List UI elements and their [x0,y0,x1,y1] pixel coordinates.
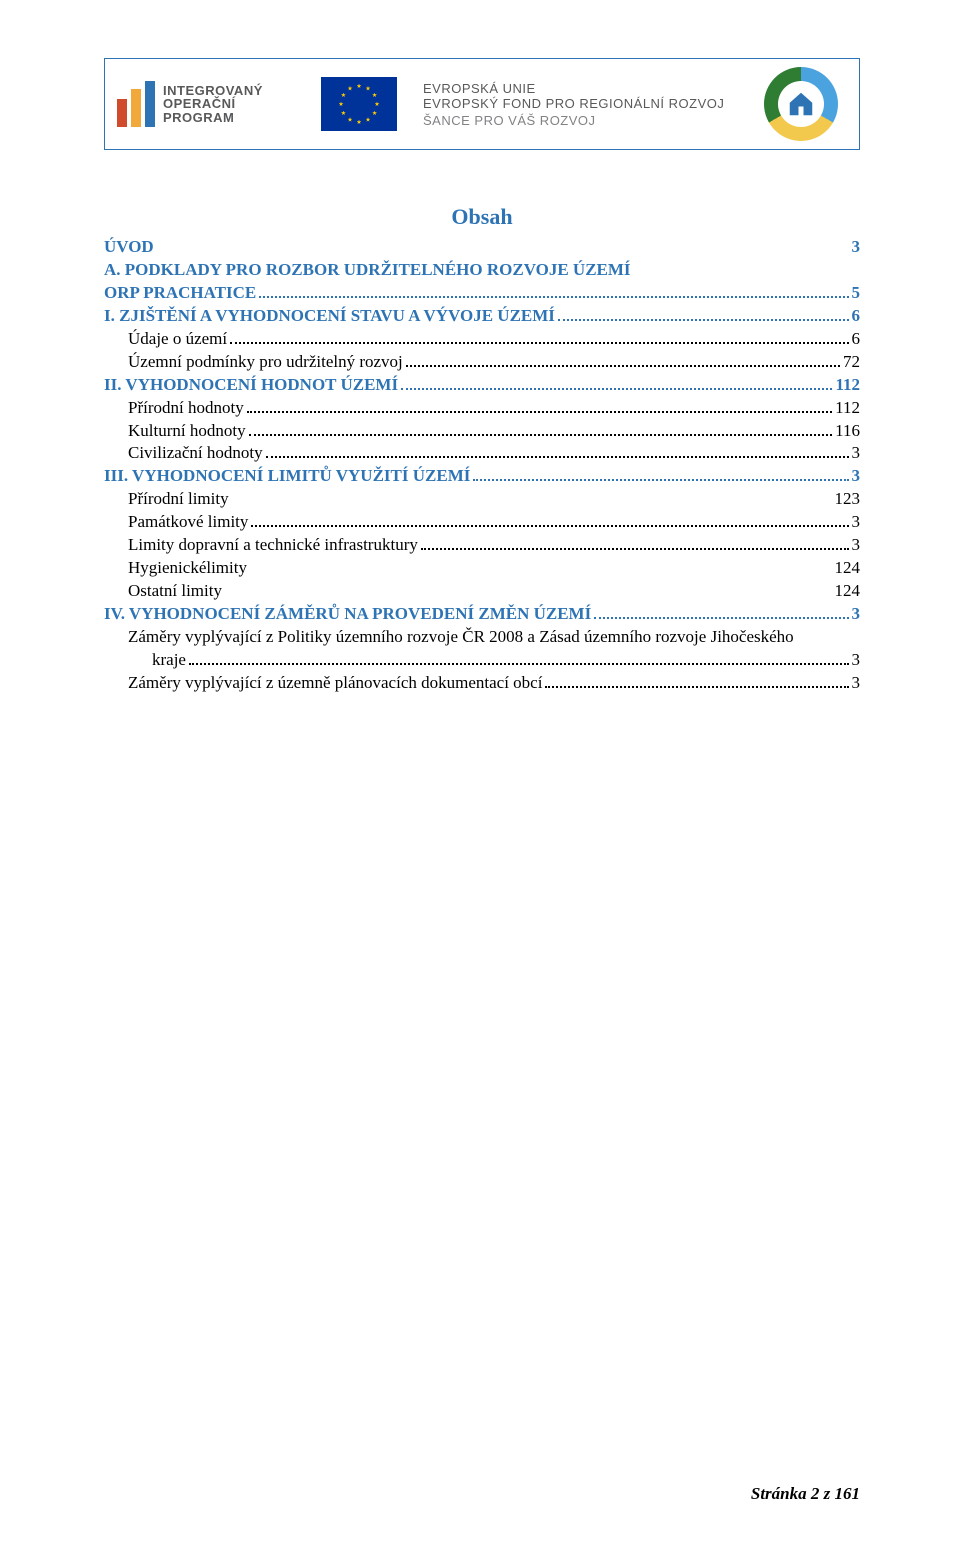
toc-leader-dots [189,663,849,665]
toc-label: I. ZJIŠTĚNÍ A VYHODNOCENÍ STAVU A VÝVOJE… [104,305,555,328]
toc-page-number: 112 [835,374,860,397]
eu-text-line1: EVROPSKÁ UNIE [423,81,536,96]
toc-page-number: 3 [852,511,861,534]
table-of-contents: ÚVOD3A. PODKLADY PRO ROZBOR UDRŽITELNÉHO… [104,236,860,695]
iop-logo: INTEGROVANÝ OPERAČNÍ PROGRAM [105,59,305,149]
toc-label: Záměry vyplývající z územně plánovacích … [128,672,542,695]
toc-leader-dots [259,296,848,298]
toc-row: I. ZJIŠTĚNÍ A VYHODNOCENÍ STAVU A VÝVOJE… [104,305,860,328]
iop-line2: OPERAČNÍ [163,97,263,111]
toc-row: III. VYHODNOCENÍ LIMITŮ VYUŽITÍ ÚZEMÍ 3 [104,465,860,488]
toc-page-number: 6 [852,328,861,351]
iop-line1: INTEGROVANÝ [163,84,263,98]
toc-page-number: 72 [843,351,860,374]
toc-row: Záměry vyplývající z Politiky územního r… [104,626,860,672]
toc-row: II. VYHODNOCENÍ HODNOT ÚZEMÍ 112 [104,374,860,397]
toc-leader-dots [473,479,848,481]
toc-row: Územní podmínky pro udržitelný rozvoj 72 [104,351,860,374]
toc-row: IV. VYHODNOCENÍ ZÁMĚRŮ NA PROVEDENÍ ZMĚN… [104,603,860,626]
footer-prefix: Stránka [751,1484,811,1503]
eu-flag-cell [305,59,413,149]
toc-page-number: 6 [852,305,861,328]
header-banner: INTEGROVANÝ OPERAČNÍ PROGRAM EVROPSKÁ UN… [104,58,860,150]
toc-leader-dots [558,319,849,321]
toc-page-number: 5 [852,282,861,305]
toc-leader-dots [266,456,849,458]
toc-row: Limity dopravní a technické infrastruktu… [104,534,860,557]
toc-label: Ostatní limity [128,580,222,603]
toc-row: Přírodní hodnoty 112 [104,397,860,420]
toc-title: Obsah [104,204,860,230]
toc-leader-dots [249,434,833,436]
eu-text-line3: ŠANCE PRO VÁŠ ROZVOJ [423,113,596,128]
toc-label: Přírodní limity [128,488,229,511]
page-footer: Stránka 2 z 161 [751,1484,860,1504]
toc-page-number: 116 [835,420,860,443]
mmr-logo [743,59,859,149]
toc-label: Hygienickélimity [128,557,247,580]
toc-row: ÚVOD 3 [104,236,860,259]
toc-page-number: 124 [835,557,861,580]
toc-page-number: 124 [835,580,861,603]
toc-page-number: 3 [852,534,861,557]
toc-label: Údaje o území [128,328,227,351]
toc-row: Civilizační hodnoty 3 [104,442,860,465]
toc-label: A. PODKLADY PRO ROZBOR UDRŽITELNÉHO ROZV… [104,259,860,282]
toc-label: III. VYHODNOCENÍ LIMITŮ VYUŽITÍ ÚZEMÍ [104,465,470,488]
iop-line3: PROGRAM [163,111,263,125]
toc-page-number: 112 [835,397,860,420]
toc-label: Památkové limity [128,511,248,534]
toc-row: Údaje o území 6 [104,328,860,351]
toc-label: Kulturní hodnoty [128,420,246,443]
toc-page-number: 3 [852,672,861,695]
toc-label: IV. VYHODNOCENÍ ZÁMĚRŮ NA PROVEDENÍ ZMĚN… [104,603,591,626]
toc-leader-dots [230,342,848,344]
iop-logo-text: INTEGROVANÝ OPERAČNÍ PROGRAM [163,84,263,125]
footer-total-pages: 161 [835,1484,861,1503]
toc-page-number: 3 [852,442,861,465]
iop-bars-icon [117,81,155,127]
toc-label: Záměry vyplývající z Politiky územního r… [128,626,860,649]
toc-row: Hygienickélimity 124 [104,557,860,580]
toc-label-cont: kraje [152,649,186,672]
toc-label: ÚVOD [104,236,154,259]
footer-sep: z [819,1484,834,1503]
toc-leader-dots [545,686,848,688]
toc-row: Záměry vyplývající z územně plánovacích … [104,672,860,695]
toc-page-number: 3 [852,236,861,259]
page: INTEGROVANÝ OPERAČNÍ PROGRAM EVROPSKÁ UN… [0,0,960,1560]
toc-row: A. PODKLADY PRO ROZBOR UDRŽITELNÉHO ROZV… [104,259,860,305]
eu-text: EVROPSKÁ UNIE EVROPSKÝ FOND PRO REGIONÁL… [413,59,743,149]
toc-label: Přírodní hodnoty [128,397,244,420]
toc-label: Limity dopravní a technické infrastruktu… [128,534,418,557]
toc-leader-dots [247,411,832,413]
toc-leader-dots [421,548,849,550]
eu-text-line2: EVROPSKÝ FOND PRO REGIONÁLNÍ ROZVOJ [423,96,724,111]
toc-label: Civilizační hodnoty [128,442,263,465]
toc-page-number: 3 [852,603,861,626]
mmr-house-icon [778,81,824,127]
toc-page-number: 3 [852,649,861,672]
toc-row: Přírodní limity 123 [104,488,860,511]
toc-row: Kulturní hodnoty 116 [104,420,860,443]
toc-row: Památkové limity 3 [104,511,860,534]
toc-leader-dots [406,365,840,367]
eu-flag-icon [321,77,397,131]
mmr-ring-icon [764,67,838,141]
toc-leader-dots [594,617,848,619]
toc-page-number: 123 [835,488,861,511]
toc-label: II. VYHODNOCENÍ HODNOT ÚZEMÍ [104,374,398,397]
toc-page-number: 3 [852,465,861,488]
toc-row: Ostatní limity 124 [104,580,860,603]
toc-label-cont: ORP PRACHATICE [104,282,256,305]
toc-label: Územní podmínky pro udržitelný rozvoj [128,351,403,374]
toc-leader-dots [251,525,848,527]
toc-leader-dots [401,388,832,390]
